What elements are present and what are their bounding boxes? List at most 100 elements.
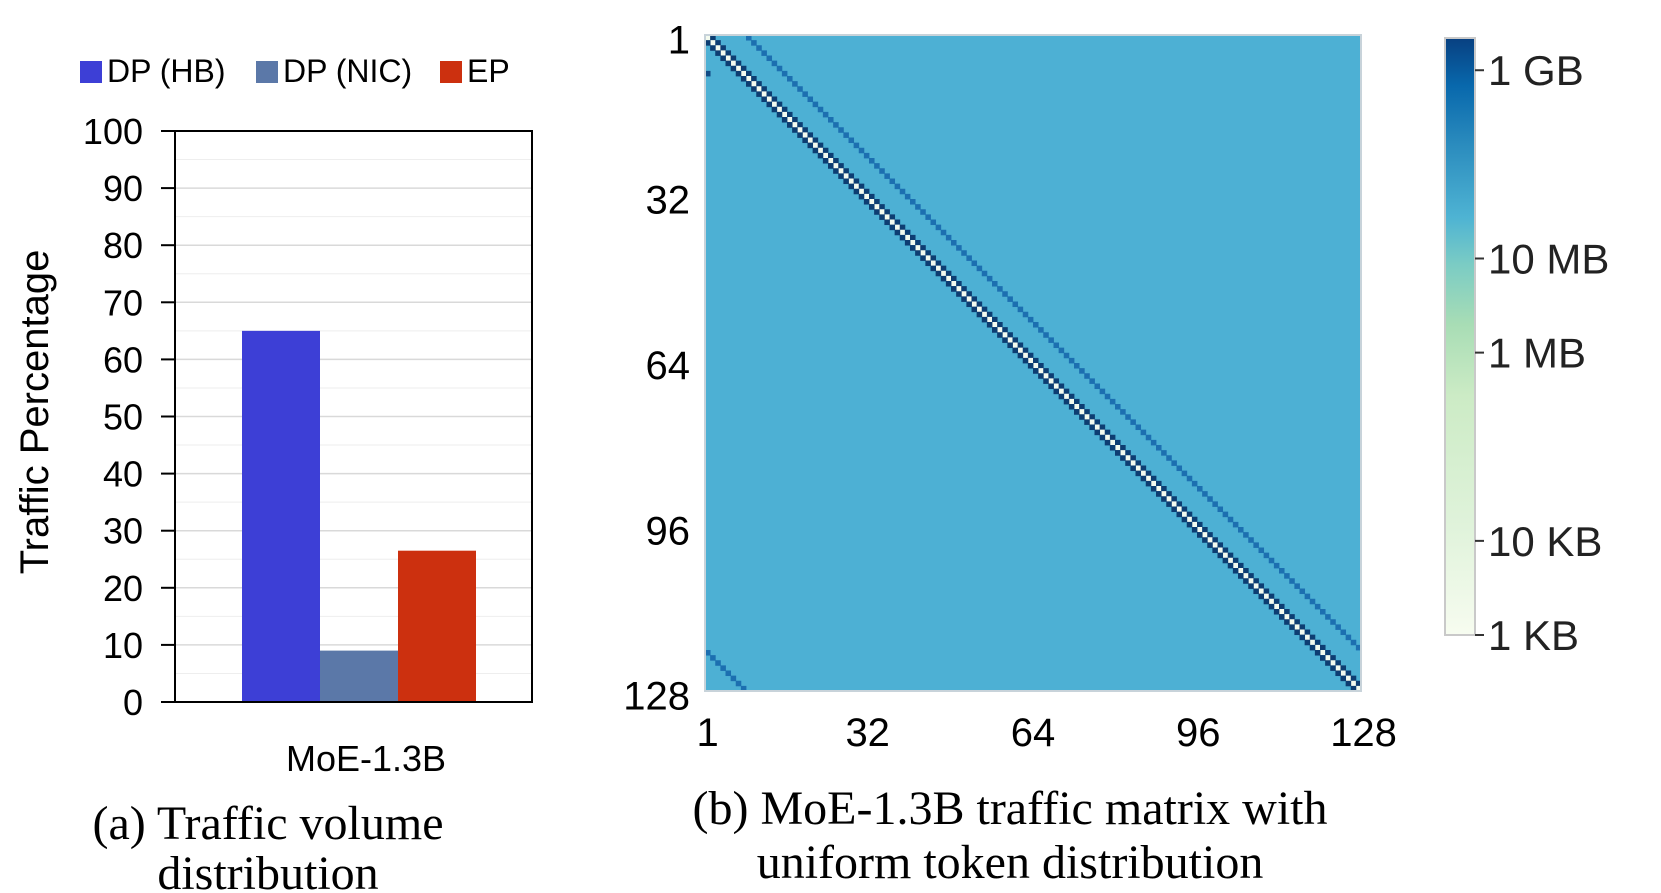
adjacent-cell <box>776 111 783 118</box>
diagonal-cell <box>1099 429 1106 436</box>
adjacent-cell <box>1033 368 1039 374</box>
diagonal-cell <box>951 281 957 287</box>
adjacent-cell <box>976 311 983 318</box>
offset-cell <box>807 96 814 103</box>
diagonal-cell <box>1294 624 1300 630</box>
adjacent-cell <box>1248 583 1254 589</box>
adjacent-cell <box>1120 445 1126 451</box>
adjacent-cell <box>910 245 916 251</box>
offset-cell <box>1094 383 1101 390</box>
offset-cell <box>961 250 967 256</box>
offset-cell <box>1145 434 1152 441</box>
offset-cell <box>1345 634 1352 641</box>
caption-a-line-1: (a) Traffic volume <box>92 797 443 850</box>
colorbar-ticks: 1 GB 10 MB 1 MB 10 KB 1 KB <box>1475 47 1609 659</box>
adjacent-cell <box>1027 363 1034 369</box>
diagonal-cell <box>781 111 788 118</box>
heatmap-panel: 1 32 64 96 128 1 32 64 96 128 1 GB 10 MB 1 MB 10 KB… <box>623 19 1609 889</box>
offset-cell <box>1135 424 1142 431</box>
heatmap-y-tick-label: 32 <box>646 179 691 223</box>
adjacent-cell <box>1166 501 1172 507</box>
adjacent-cell <box>1217 542 1224 548</box>
colorbar-tick-label: 1 MB <box>1488 330 1586 377</box>
adjacent-cell <box>1012 337 1019 343</box>
bar-ep <box>398 550 476 702</box>
adjacent-cell <box>1212 547 1218 554</box>
offset-cell <box>951 240 957 246</box>
adjacent-cell <box>1340 675 1347 682</box>
heatmap-x-ticks: 1 32 64 96 128 <box>696 711 1397 755</box>
heatmap-frame <box>704 34 1362 692</box>
offset-cell <box>956 245 962 251</box>
adjacent-cell <box>1145 480 1152 487</box>
adjacent-cell <box>858 183 865 190</box>
adjacent-cell <box>1104 439 1111 446</box>
adjacent-cell <box>1186 521 1193 528</box>
diagonal-cell <box>1212 542 1218 548</box>
adjacent-cell <box>884 219 890 226</box>
adjacent-cell <box>1191 527 1198 533</box>
adjacent-cell <box>812 137 819 144</box>
diagonal-cell <box>1120 450 1126 456</box>
y-tick-label: 60 <box>103 339 143 380</box>
offset-cell <box>1109 398 1116 405</box>
adjacent-cell <box>1053 378 1060 384</box>
adjacent-cell <box>1099 434 1106 441</box>
adjacent-cell <box>930 265 937 272</box>
adjacent-cell <box>1033 357 1039 364</box>
adjacent-cell <box>828 152 834 159</box>
adjacent-cell <box>1232 557 1239 564</box>
adjacent-cell <box>766 101 773 108</box>
diagonal-cell <box>956 286 962 292</box>
adjacent-cell <box>1150 475 1157 482</box>
adjacent-cell <box>1263 588 1270 595</box>
offset-cell <box>1002 291 1008 297</box>
offset-cell <box>1263 552 1270 559</box>
offset-cell <box>899 188 906 195</box>
adjacent-cell <box>771 96 778 103</box>
adjacent-cell <box>735 60 742 67</box>
y-ticks: 0 10 20 30 40 50 60 70 80 90 100 <box>83 111 175 723</box>
offset-cell <box>992 281 998 287</box>
adjacent-cell <box>1130 465 1136 472</box>
adjacent-cell <box>1079 414 1085 420</box>
offset-cell <box>1243 532 1249 538</box>
adjacent-cell <box>1289 624 1295 630</box>
adjacent-cell <box>1074 409 1080 415</box>
adjacent-cell <box>1109 445 1116 451</box>
adjacent-cell <box>833 158 839 164</box>
diagonal-cell <box>874 204 880 210</box>
heatmap-x-tick-label: 64 <box>1011 711 1056 755</box>
diagonal-cell <box>776 106 783 113</box>
adjacent-cell <box>1048 373 1054 379</box>
diagonal-cell <box>1263 593 1270 600</box>
offset-cell <box>925 214 931 220</box>
y-axis-label: Traffic Percentage <box>13 250 57 575</box>
adjacent-cell <box>807 132 814 138</box>
diagonal-cell <box>863 193 870 200</box>
diagonal-cell <box>1017 347 1024 354</box>
adjacent-cell <box>1299 624 1306 630</box>
adjacent-cell <box>1253 588 1259 595</box>
adjacent-cell <box>1181 516 1188 523</box>
adjacent-cell <box>1084 419 1090 425</box>
adjacent-cell <box>797 132 803 138</box>
caption-b-line-1: (b) MoE-1.3B traffic matrix with <box>693 782 1328 835</box>
adjacent-cell <box>1115 439 1121 446</box>
offset-cell <box>792 81 798 87</box>
offset-cell <box>1181 470 1188 477</box>
diagonal-cell <box>1176 506 1183 513</box>
diagonal-cell <box>1258 588 1265 595</box>
adjacent-cell <box>1289 614 1295 620</box>
adjacent-cell <box>863 199 870 205</box>
heatmap-cells <box>705 35 1362 692</box>
adjacent-cell <box>725 50 732 56</box>
adjacent-cell <box>720 45 726 51</box>
adjacent-cell <box>894 219 901 226</box>
adjacent-cell <box>802 137 808 144</box>
adjacent-cell <box>1350 685 1357 692</box>
diagonal-cell <box>930 260 937 267</box>
adjacent-cell <box>869 204 875 210</box>
offset-cell <box>1279 568 1285 574</box>
